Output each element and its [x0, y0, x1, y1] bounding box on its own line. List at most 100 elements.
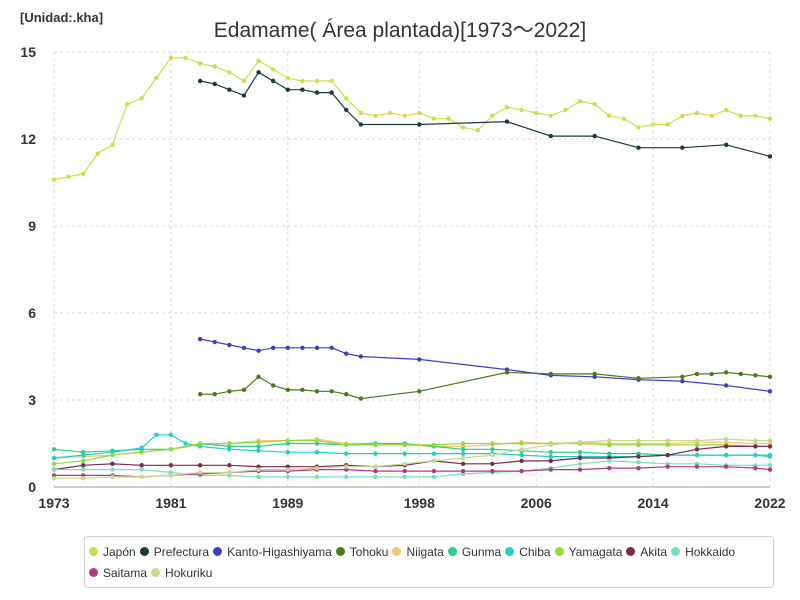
legend-marker: [505, 547, 515, 556]
y-tick-label: 3: [28, 392, 36, 408]
data-point: [197, 392, 203, 397]
legend-marker: [89, 568, 98, 577]
data-point: [694, 447, 700, 452]
data-point: [314, 90, 320, 95]
data-point: [358, 396, 364, 401]
data-point: [753, 452, 758, 458]
data-point: [344, 474, 349, 480]
y-tick-label: 12: [20, 131, 36, 147]
data-point: [344, 392, 349, 397]
data-point: [256, 58, 261, 63]
series-line: [54, 460, 770, 478]
series-kanto-higashiyama: [197, 336, 773, 394]
legend-item[interactable]: Chiba: [505, 541, 551, 562]
series-akita: [51, 444, 773, 472]
data-point: [534, 110, 539, 116]
data-point: [51, 476, 57, 481]
data-point: [548, 371, 554, 377]
y-tick-label: 0: [28, 479, 36, 495]
legend-item[interactable]: Yamagata: [554, 541, 622, 562]
data-point: [154, 432, 159, 437]
data-point: [460, 468, 466, 474]
data-point: [270, 345, 276, 350]
data-point: [519, 107, 524, 113]
legend-item[interactable]: Kanto-Higashiyama: [213, 541, 332, 562]
data-point: [460, 455, 466, 461]
series-jap-n: [51, 55, 773, 182]
legend-item[interactable]: Hokkaido: [671, 541, 735, 562]
series-line: [53, 57, 771, 181]
legend-marker: [554, 547, 564, 556]
legend-item[interactable]: Hokuriku: [151, 562, 212, 583]
data-point: [110, 452, 115, 458]
data-point: [636, 438, 641, 443]
data-point: [723, 383, 729, 388]
data-point: [548, 113, 554, 119]
data-point: [285, 345, 290, 350]
legend-label: Saitama: [103, 565, 148, 580]
data-point: [344, 451, 349, 456]
x-tick-label: 2014: [638, 495, 669, 511]
data-point: [314, 465, 320, 471]
data-point: [665, 122, 670, 127]
data-point: [694, 110, 700, 116]
y-tick-label: 6: [28, 305, 36, 321]
legend-label: Chiba: [519, 544, 551, 559]
legend-item[interactable]: Saitama: [89, 562, 147, 583]
legend-marker: [139, 547, 149, 556]
data-point: [358, 110, 364, 116]
data-point: [329, 78, 334, 84]
data-point: [212, 81, 217, 87]
data-point: [51, 447, 57, 452]
data-point: [270, 78, 276, 84]
data-point: [110, 461, 115, 466]
data-point: [519, 452, 524, 458]
data-point: [519, 447, 524, 452]
legend-item[interactable]: Japón: [89, 541, 136, 562]
data-point: [636, 442, 641, 448]
data-point: [402, 474, 407, 480]
data-point: [723, 464, 729, 469]
data-point: [563, 107, 568, 113]
data-point: [227, 470, 232, 475]
data-point: [139, 450, 144, 455]
series-line: [199, 338, 771, 392]
data-point: [256, 348, 261, 353]
legend-item[interactable]: Tohoku: [335, 541, 388, 562]
legend-marker: [626, 547, 636, 556]
data-point: [460, 441, 466, 446]
legend-item[interactable]: Niigata: [392, 541, 444, 562]
series-prefectura: [197, 70, 773, 159]
data-point: [402, 451, 407, 456]
data-point: [636, 465, 641, 471]
data-point: [475, 128, 480, 133]
data-point: [519, 468, 524, 474]
data-point: [548, 454, 554, 459]
legend-item[interactable]: Gunma: [447, 541, 501, 562]
data-point: [227, 447, 232, 452]
data-point: [344, 96, 349, 101]
data-point: [270, 383, 276, 388]
data-point: [373, 442, 378, 448]
data-point: [402, 113, 407, 119]
data-point: [285, 75, 290, 81]
legend-item[interactable]: Prefectura: [139, 541, 209, 562]
data-point: [694, 452, 700, 458]
y-tick-label: 15: [20, 44, 36, 60]
data-point: [358, 122, 364, 127]
data-point: [81, 467, 86, 472]
data-point: [227, 389, 232, 394]
legend-label: Kanto-Higashiyama: [227, 544, 332, 559]
legend-item[interactable]: Akita: [626, 541, 667, 562]
data-point: [694, 438, 700, 443]
data-point: [183, 441, 188, 446]
data-point: [285, 87, 290, 92]
data-point: [636, 454, 641, 459]
data-point: [417, 389, 422, 394]
data-point: [110, 474, 115, 480]
data-point: [373, 474, 378, 480]
data-point: [344, 107, 349, 113]
data-point: [665, 464, 670, 469]
data-point: [227, 463, 232, 468]
data-point: [665, 442, 670, 448]
